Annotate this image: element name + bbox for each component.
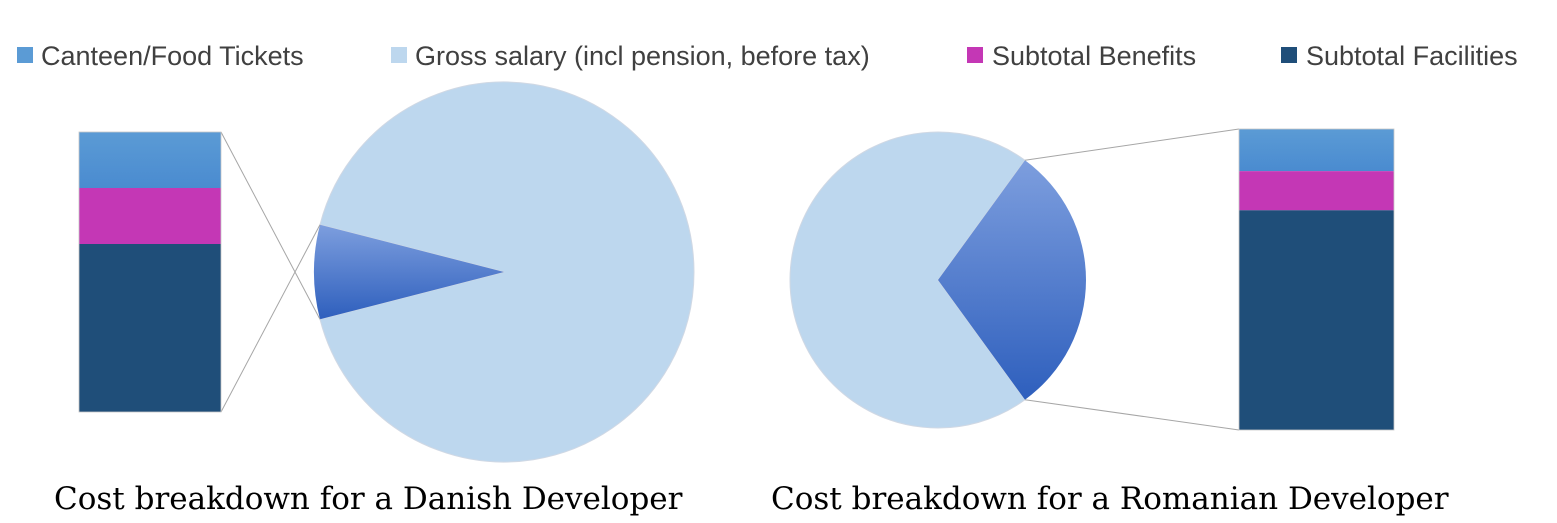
legend: Canteen/Food Tickets Gross salary (incl p… [17,41,1518,71]
stack-segment-benefits [1239,171,1394,211]
magenta-square-icon [967,47,983,63]
legend-label-benefits: Subtotal Benefits [992,41,1196,71]
chart-romanian-developer: Cost breakdown for a Romanian Developer [771,128,1449,517]
stack-segment-facilities [79,244,221,412]
stack-segment-canteen [1239,129,1394,172]
light-blue-square-icon [391,47,407,63]
blue-square-icon [17,47,33,63]
pie-slice-other [938,160,1086,400]
chart-danish-developer: Cost breakdown for a Danish Developer [54,81,695,517]
connector-line-bottom [220,224,321,413]
stack-segment-facilities [1239,210,1394,430]
legend-label-facilities: Subtotal Facilities [1306,41,1518,71]
chart-title: Cost breakdown for a Romanian Developer [771,481,1449,517]
connector-line-top [1024,128,1240,161]
stack-bar-outline [1238,128,1395,431]
pie-slice-gross-salary [319,81,695,463]
navy-square-icon [1281,47,1297,63]
legend-label-canteen: Canteen/Food Tickets [41,41,304,71]
pie-slice-gross-salary [789,131,1026,429]
stack-bar-outline [78,131,222,413]
connector-line-top [220,131,321,320]
stack-segment-benefits [79,188,221,244]
pie-slice-other [314,224,504,320]
connector-line-bottom [1024,399,1240,431]
legend-label-gross: Gross salary (incl pension, before tax) [415,41,870,71]
stack-segment-canteen [79,132,221,188]
chart-title: Cost breakdown for a Danish Developer [54,481,683,517]
